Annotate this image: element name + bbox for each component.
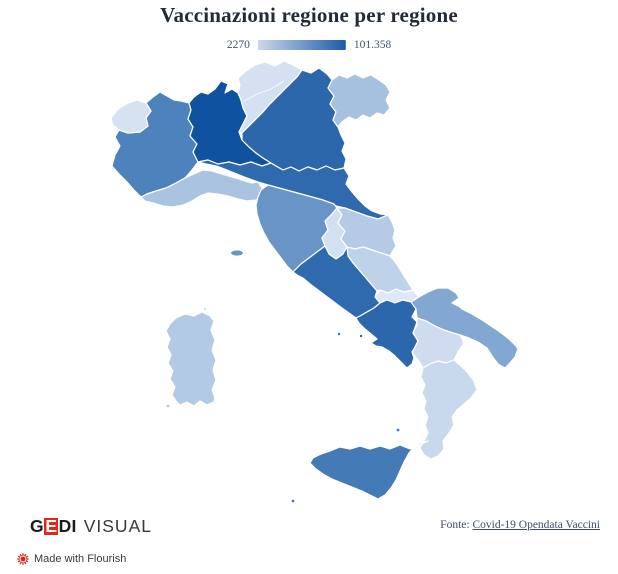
gedi-logo-visual: VISUAL xyxy=(83,516,152,536)
region-sicilia[interactable] xyxy=(309,440,429,500)
gedi-logo-e: E xyxy=(44,515,59,536)
source-link[interactable]: Covid-19 Opendata Vaccini xyxy=(472,519,600,531)
gedi-visual-logo: G E DI VISUAL xyxy=(30,515,152,537)
gedi-logo-di: DI xyxy=(58,516,77,536)
made-with-flourish-label: Made with Flourish xyxy=(34,553,127,565)
maddalena-island[interactable] xyxy=(202,306,208,312)
trentino-province-border-line xyxy=(243,80,285,102)
elba-island[interactable] xyxy=(229,249,245,257)
gedi-logo-g: G xyxy=(30,516,44,536)
color-legend: 2270 101.358 xyxy=(227,39,391,51)
ponza-island[interactable] xyxy=(336,331,342,337)
santantioco-island[interactable] xyxy=(165,403,171,409)
page-title: Vaccinazioni regione per regione xyxy=(160,3,458,27)
region-friuli-venezia-giulia[interactable] xyxy=(327,73,391,128)
legend-max-label: 101.358 xyxy=(353,39,392,51)
source-prefix: Fonte: xyxy=(440,519,473,531)
made-with-flourish-badge[interactable]: Made with Flourish xyxy=(17,553,126,565)
region-sardegna[interactable] xyxy=(165,311,217,407)
region-lazio[interactable] xyxy=(292,245,381,319)
region-marche[interactable] xyxy=(336,207,397,257)
region-calabria[interactable] xyxy=(419,359,478,460)
region-valle-daosta[interactable] xyxy=(110,99,152,134)
flourish-burst-icon xyxy=(17,553,29,565)
legend-min-label: 2270 xyxy=(226,39,250,51)
legend-gradient-bar xyxy=(257,40,346,50)
aeolian-island[interactable] xyxy=(395,427,401,433)
capri-island[interactable] xyxy=(358,333,364,339)
egadi-island[interactable] xyxy=(290,498,296,504)
source-note: Fonte: Covid-19 Opendata Vaccini xyxy=(440,519,600,531)
